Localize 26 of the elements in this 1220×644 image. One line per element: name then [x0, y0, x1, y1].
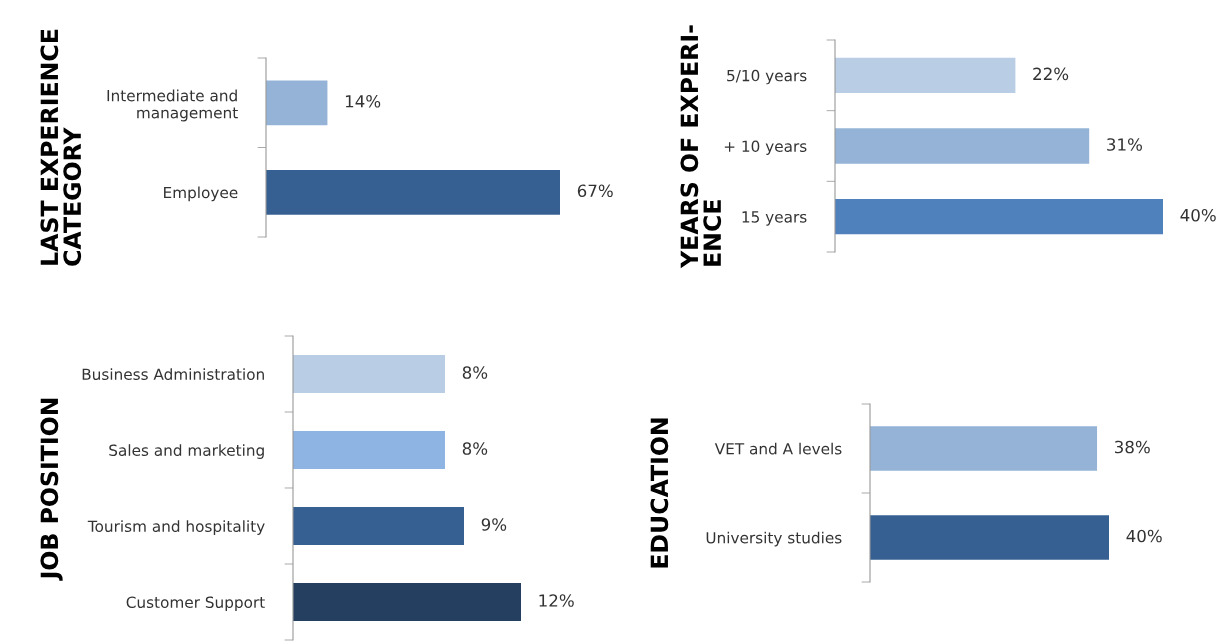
- data-label: 40%: [1126, 529, 1162, 543]
- text: EDUCATION: [650, 418, 669, 568]
- y-tick-label: Customer Support: [126, 596, 265, 611]
- y-tick-label: + 10 years: [724, 140, 807, 155]
- y-tick-label: Employee: [164, 186, 238, 202]
- data-label: 9%: [481, 518, 507, 531]
- data-label: 38%: [1114, 440, 1150, 454]
- y-tick-label: Tourism and hospitality: [87, 520, 265, 535]
- y-tick-label: VET and A levels: [714, 442, 842, 455]
- y-tick-label: Sales and marketing: [109, 444, 264, 459]
- data-label: 31%: [1107, 138, 1142, 151]
- data-label: 14%: [345, 94, 381, 108]
- y-tick-label: Business Administration: [82, 368, 264, 381]
- y-tick-label: 5/10 years: [727, 69, 807, 85]
- text: YEARS OF EXPERI- ENCE: [680, 25, 722, 269]
- data-label: 12%: [539, 594, 574, 607]
- data-label: 8%: [462, 366, 488, 379]
- y-tick-label: 15 years: [742, 211, 807, 226]
- data-label: 22%: [1033, 67, 1069, 81]
- text: LAST EXPERIENCE CATEGORY: [40, 29, 82, 266]
- text: JOB POSITION: [40, 398, 63, 581]
- data-label: 40%: [1180, 208, 1216, 222]
- data-label: 8%: [462, 442, 488, 455]
- y-tick-label: University studies: [706, 531, 842, 547]
- data-label: 67%: [577, 184, 613, 198]
- y-tick-label: Intermediate and management: [107, 89, 238, 122]
